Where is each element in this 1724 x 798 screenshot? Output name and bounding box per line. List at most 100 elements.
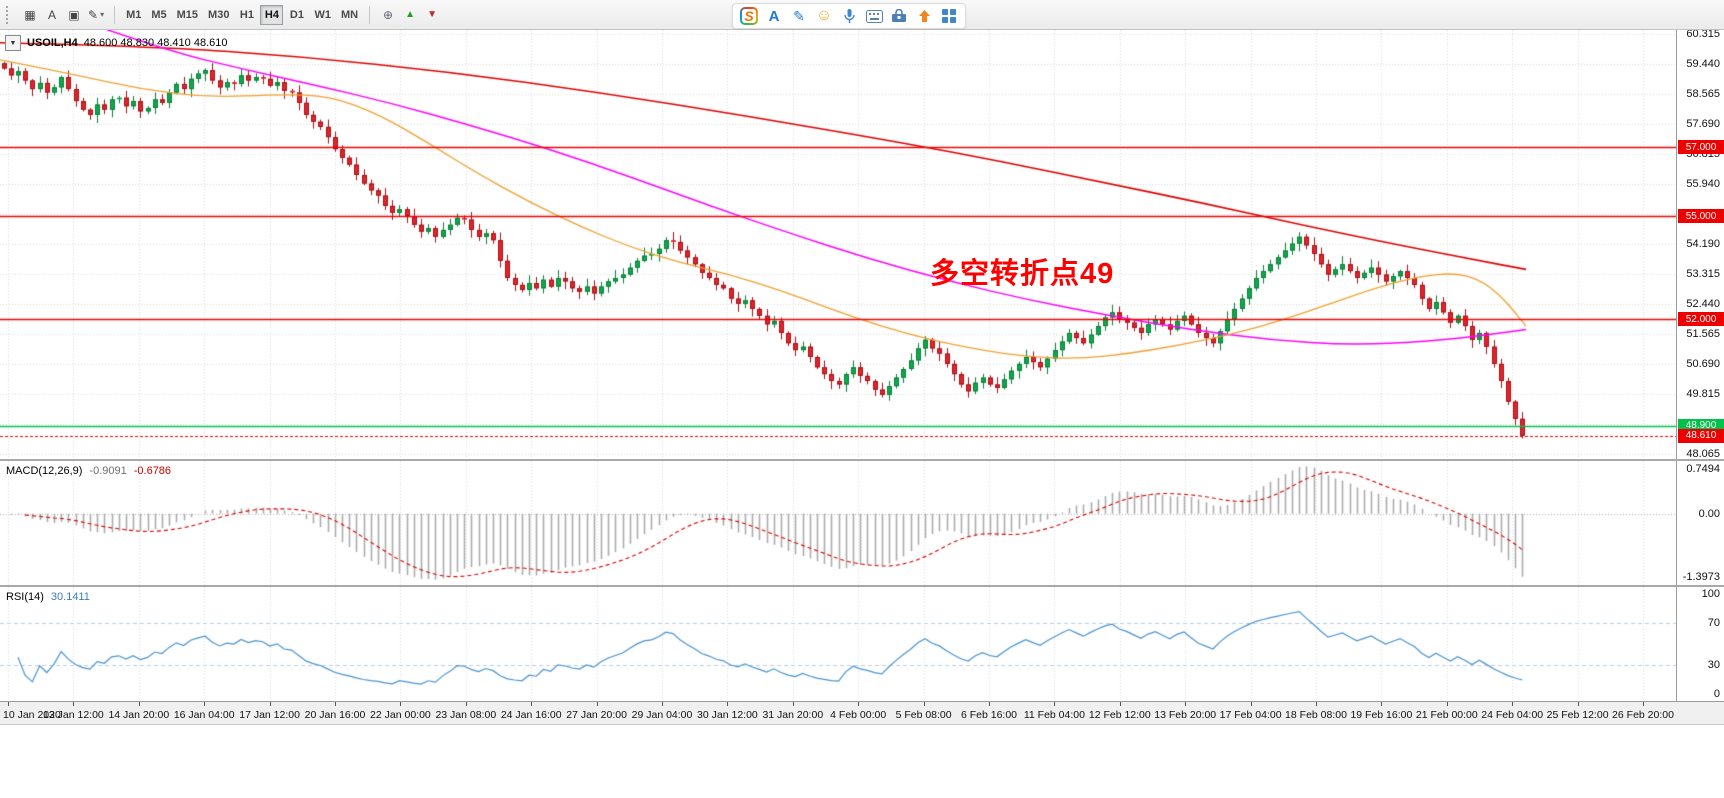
time-axis-tick: [531, 702, 532, 706]
time-axis-tick: [1447, 702, 1448, 706]
time-axis-label: 23 Jan 08:00: [435, 709, 497, 721]
price-chart-canvas[interactable]: [0, 30, 1676, 459]
time-axis-tick: [1185, 702, 1186, 706]
toolbar-drag-handle[interactable]: [6, 5, 12, 24]
price-scale-label: 54.190: [1686, 237, 1720, 250]
rsi-scale[interactable]: 100 70 30 0: [1676, 587, 1724, 701]
timeframe-button-m5[interactable]: M5: [151, 8, 167, 21]
price-scale-label: 55.940: [1686, 177, 1720, 190]
time-axis-tick: [1316, 702, 1317, 706]
ohlc-values-label: 48.600 48.830 48.410 48.610: [83, 37, 228, 49]
draw-tools-button[interactable]: ✎ ▾: [85, 4, 107, 26]
time-axis-tick: [204, 702, 205, 706]
time-axis-label: 30 Jan 12:00: [697, 709, 758, 721]
macd-scale-max: 0.7494: [1686, 463, 1720, 475]
time-axis-label: 20 Jan 16:00: [304, 709, 366, 721]
buy-marker-icon[interactable]: ▲: [399, 4, 421, 26]
time-axis-tick: [8, 702, 9, 706]
ime-skin-icon[interactable]: [915, 7, 933, 25]
macd-title: MACD(12,26,9): [6, 465, 83, 477]
time-axis-tick: [1643, 702, 1644, 706]
timeframe-button-w1[interactable]: W1: [314, 8, 331, 21]
time-axis-label: 31 Jan 20:00: [762, 709, 824, 721]
price-badge-48.610: 48.610: [1678, 428, 1724, 443]
panel-splitter[interactable]: [0, 585, 1724, 587]
time-axis-label: 24 Feb 04:00: [1481, 709, 1544, 721]
price-scale-label: 53.315: [1686, 268, 1720, 281]
chart-shift-icon[interactable]: ⊕: [377, 4, 399, 26]
chart-title: ▼ USOIL,H4 48.600 48.830 48.410 48.610: [5, 35, 227, 51]
time-axis-label: 11 Feb 04:00: [1023, 709, 1085, 721]
sogou-logo-icon[interactable]: S: [740, 7, 758, 25]
macd-label: MACD(12,26,9) -0.9091 -0.6786: [6, 465, 171, 477]
rsi-scale-label: 70: [1707, 616, 1720, 629]
price-scale-label: 49.815: [1686, 388, 1720, 401]
ime-toolbar: S A ✎ ☺: [732, 3, 966, 29]
time-axis-tick: [270, 702, 271, 706]
symbol-period-label: USOIL,H4: [27, 37, 78, 49]
time-axis-label: 13 Feb 20:00: [1154, 709, 1217, 721]
price-scale[interactable]: 60.31559.44058.56557.69056.81555.94055.0…: [1676, 30, 1724, 459]
timeframe-button-m15[interactable]: M15: [176, 8, 199, 21]
time-axis-label: 5 Feb 08:00: [895, 709, 952, 721]
time-axis-tick: [727, 702, 728, 706]
macd-scale-zero: 0.00: [1698, 507, 1720, 520]
objects-list-icon[interactable]: ▣: [63, 4, 85, 26]
ime-microphone-icon[interactable]: [840, 7, 858, 25]
timeframe-button-m1[interactable]: M1: [126, 8, 142, 21]
time-axis-tick: [1512, 702, 1513, 706]
main-chart-panel: 60.31559.44058.56557.69056.81555.94055.0…: [0, 30, 1724, 459]
time-axis-label: 25 Feb 12:00: [1546, 709, 1609, 721]
rsi-canvas[interactable]: [0, 587, 1676, 701]
timeframe-button-h4[interactable]: H4: [260, 4, 284, 25]
time-axis-tick: [139, 702, 140, 706]
ime-handwriting-icon[interactable]: ✎: [793, 7, 805, 24]
timeframe-group: M1 M5 M15 M30 H1 H4 D1 W1 MN: [122, 4, 362, 25]
time-axis-label: 17 Feb 04:00: [1219, 709, 1282, 721]
text-annotation-icon[interactable]: A: [41, 4, 63, 26]
time-axis-tick: [597, 702, 598, 706]
time-axis-label: 17 Jan 12:00: [239, 709, 300, 721]
time-axis-label: 6 Feb 16:00: [960, 709, 1018, 721]
time-axis-label: 13 Jan 12:00: [43, 709, 104, 721]
panel-splitter[interactable]: [0, 459, 1724, 461]
price-badge-57.000: 57.000: [1678, 140, 1724, 155]
rsi-panel: 100 70 30 0 RSI(14) 30.1411: [0, 587, 1724, 701]
price-badge-55.000: 55.000: [1678, 209, 1724, 224]
price-badge-52.000: 52.000: [1678, 312, 1724, 327]
time-axis-tick: [662, 702, 663, 706]
ime-language-icon[interactable]: A: [768, 7, 780, 25]
timeframe-button-mn[interactable]: MN: [340, 8, 359, 21]
time-axis-label: 19 Feb 16:00: [1350, 709, 1413, 721]
ime-apps-grid-icon[interactable]: [940, 7, 958, 25]
ime-toolbox-icon[interactable]: [890, 7, 908, 25]
price-scale-label: 50.690: [1686, 358, 1720, 371]
time-axis-tick: [400, 702, 401, 706]
rsi-value: 30.1411: [50, 591, 90, 603]
time-axis-label: 26 Feb 20:00: [1612, 709, 1674, 721]
macd-scale-min: -1.3973: [1682, 571, 1720, 583]
one-click-trading-toggle[interactable]: ▼: [5, 35, 21, 51]
time-axis-label: 12 Feb 12:00: [1088, 709, 1151, 721]
timeframe-button-m30[interactable]: M30: [208, 8, 230, 21]
ime-emoji-icon[interactable]: ☺: [815, 7, 833, 24]
time-axis-tick: [1251, 702, 1252, 706]
main-toolbar: ▦ A ▣ ✎ ▾ M1 M5 M15 M30 H1 H4 D1 W1 MN ⊕ ▲ ▼ S A…: [0, 0, 1724, 30]
bar-chart-icon[interactable]: ▦: [19, 4, 41, 26]
timeframe-button-d1[interactable]: D1: [289, 8, 304, 21]
sell-marker-icon[interactable]: ▼: [421, 4, 443, 26]
macd-scale[interactable]: 0.7494 0.00 -1.3973: [1676, 461, 1724, 585]
time-axis-label: 21 Feb 00:00: [1415, 709, 1478, 721]
macd-canvas[interactable]: [0, 461, 1676, 585]
time-axis-label: 27 Jan 20:00: [566, 709, 627, 721]
rsi-scale-label: 100: [1701, 588, 1720, 600]
time-axis[interactable]: 10 Jan 2020 13 Jan 12:00 14 Jan 20:00 16 Ja…: [0, 701, 1724, 725]
rsi-scale-label: 30: [1707, 659, 1720, 672]
timeframe-button-h1[interactable]: H1: [239, 8, 254, 21]
chart-annotation-text[interactable]: 多空转折点49: [930, 258, 1115, 290]
time-axis-tick: [335, 702, 336, 706]
toolbar-separator: [114, 5, 116, 24]
ime-keyboard-icon[interactable]: [865, 7, 883, 25]
macd-main-value: -0.9091: [89, 465, 127, 477]
